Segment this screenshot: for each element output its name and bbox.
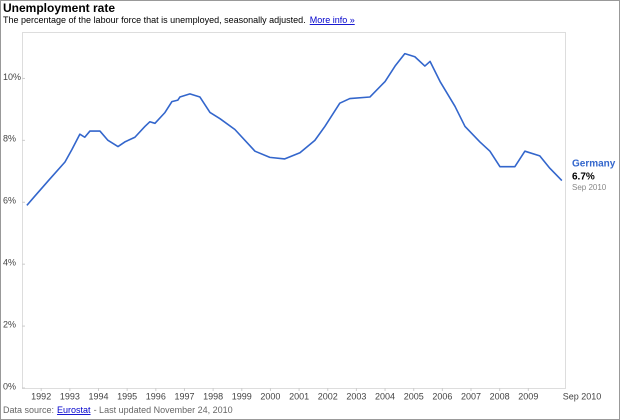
x-tick-label: 2004 (375, 391, 395, 401)
x-tick-label: 2009 (518, 391, 538, 401)
x-tick-label: 1997 (174, 391, 194, 401)
x-tick-label: 1995 (117, 391, 137, 401)
x-tick-label: 1999 (232, 391, 252, 401)
x-tick-label: 1998 (203, 391, 223, 401)
x-tick-label: 1993 (60, 391, 80, 401)
plot-frame (22, 32, 566, 389)
x-tick-label: 2002 (318, 391, 338, 401)
x-tick-label: 1994 (88, 391, 108, 401)
source-prefix: Data source: (3, 405, 54, 415)
x-tick-label: 2000 (260, 391, 280, 401)
value-label: 6.7% (572, 172, 595, 183)
end-date-label: Sep 2010 (572, 183, 607, 192)
source-suffix: - Last updated November 24, 2010 (94, 405, 233, 415)
y-tick-label: 2% (3, 319, 16, 329)
x-tick-label: 2006 (432, 391, 452, 401)
footer: Data source: Eurostat - Last updated Novem… (3, 405, 233, 415)
x-tick-label: 2007 (461, 391, 481, 401)
y-tick-label: 10% (3, 72, 21, 82)
more-info-link[interactable]: More info » (310, 15, 355, 25)
x-end-label: Sep 2010 (563, 391, 602, 401)
series-line (26, 52, 563, 206)
x-tick-label: 2005 (404, 391, 424, 401)
subtitle-text: The percentage of the labour force that … (3, 15, 306, 25)
x-tick-label: 2001 (289, 391, 309, 401)
y-tick-label: 6% (3, 196, 16, 206)
subtitle: The percentage of the labour force that … (3, 15, 355, 25)
chart-title: Unemployment rate (3, 1, 115, 15)
x-tick-label: 1992 (31, 391, 51, 401)
source-link[interactable]: Eurostat (57, 405, 91, 415)
y-tick-label: 4% (3, 258, 16, 268)
x-tick-label: 2003 (346, 391, 366, 401)
y-tick-label: 0% (3, 381, 16, 391)
y-tick-label: 8% (3, 134, 16, 144)
legend-label: Germany (572, 159, 616, 170)
x-tick-label: 2008 (490, 391, 510, 401)
x-tick-label: 1996 (146, 391, 166, 401)
